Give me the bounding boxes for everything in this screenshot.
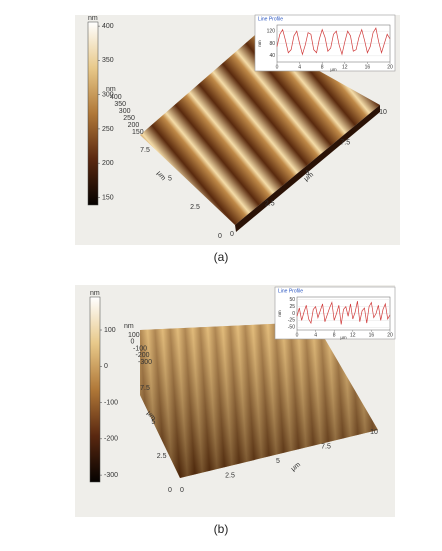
surface-z-tick-label: 400 [110, 94, 122, 101]
profile-title: Line Profile [258, 16, 283, 22]
surface-y-unit: μm [145, 410, 157, 422]
profile-x-tick-label: 12 [350, 332, 356, 338]
colorbar-tick-label: -100 [104, 399, 118, 406]
surface-y-tick-label: 2.5 [157, 453, 167, 460]
profile-y-tick-label: 40 [269, 53, 275, 59]
profile-x-unit: μm [330, 67, 337, 72]
profile-x-tick-label: 20 [387, 332, 393, 338]
surface-y-tick-label: 2.5 [190, 204, 200, 211]
surface-x-unit: μm [290, 461, 302, 473]
profile-inset [274, 286, 396, 340]
colorbar-tick-label: 0 [104, 363, 108, 370]
colorbar-b [89, 296, 101, 483]
colorbar-tick-label: -300 [104, 472, 118, 479]
profile-y-tick-label: 50 [289, 297, 295, 303]
surface-z-tick-label: 350 [114, 101, 126, 108]
surface-z-tick-label: -100 [133, 345, 147, 352]
profile-y-unit: nm [277, 310, 282, 317]
profile-title: Line Profile [278, 288, 303, 294]
profile-y-tick-label: 25 [289, 304, 295, 310]
colorbar-tick-label: -200 [104, 436, 118, 443]
surface-y-tick-label: 7.5 [140, 147, 150, 154]
surface-x-tick-label: 5 [276, 458, 280, 465]
surface-z-unit: nm [106, 86, 116, 93]
colorbar-a [87, 21, 99, 206]
surface-x-tick-label: 10 [379, 109, 387, 116]
surface-y-tick-label: 0 [168, 487, 172, 494]
surface-x-unit: μm [303, 171, 315, 183]
panel-label: (a) [214, 250, 229, 264]
colorbar-tick-label: 200 [102, 160, 114, 167]
surface-z-tick-label: 0 [131, 339, 135, 346]
surface-x-tick-label: 2.5 [225, 472, 235, 479]
colorbar-unit: nm [88, 15, 98, 22]
surface-y-tick-label: 0 [218, 233, 222, 240]
profile-x-tick-label: 16 [369, 332, 375, 338]
surface-z-tick-label: -300 [138, 359, 152, 366]
profile-x-tick-label: 8 [321, 64, 324, 70]
colorbar-tick-label: 100 [104, 327, 116, 334]
profile-line [276, 27, 391, 56]
profile-x-tick-label: 0 [296, 332, 299, 338]
panel-label: (b) [214, 522, 229, 536]
surface-y-tick-label: 5 [168, 176, 172, 183]
profile-x-unit: μm [340, 335, 347, 340]
colorbar-tick-label: 350 [102, 57, 114, 64]
profile-line [296, 301, 391, 325]
profile-inset [254, 14, 396, 72]
colorbar-tick-label: 250 [102, 126, 114, 133]
surface-x-tick-label: 7.5 [340, 139, 350, 146]
surface-z-tick-label: 300 [119, 108, 131, 115]
profile-x-tick-label: 16 [365, 64, 371, 70]
profile-y-tick-label: -25 [288, 318, 295, 324]
surface-x-tick-label: 10 [370, 429, 378, 436]
surface-b-shade [140, 322, 378, 478]
profile-y-tick-label: 120 [267, 28, 276, 34]
profile-y-tick-label: 80 [269, 41, 275, 47]
surface-z-tick-label: 250 [123, 115, 135, 122]
profile-x-tick-label: 4 [314, 332, 317, 338]
profile-x-tick-label: 8 [333, 332, 336, 338]
profile-x-tick-label: 0 [276, 64, 279, 70]
surface-x-tick-label: 0 [180, 487, 184, 494]
surface-x-tick-label: 2.5 [265, 200, 275, 207]
surface-z-tick-label: 100 [128, 332, 140, 339]
surface-y-unit: μm [155, 170, 167, 182]
surface-z-tick-label: 150 [132, 129, 144, 136]
surface-a [140, 35, 380, 225]
colorbar-unit: nm [90, 290, 100, 297]
surface-a-side [235, 105, 380, 232]
profile-y-unit: nm [257, 40, 262, 47]
surface-z-unit: nm [124, 323, 134, 330]
profile-x-tick-label: 4 [298, 64, 301, 70]
colorbar-tick-label: 300 [102, 91, 114, 98]
profile-x-tick-label: 12 [342, 64, 348, 70]
surface-z-tick-label: -200 [136, 352, 150, 359]
profile-y-tick-label: 0 [292, 311, 295, 317]
colorbar-tick-label: 150 [102, 194, 114, 201]
surface-x-tick-label: 7.5 [321, 443, 331, 450]
surface-y-tick-label: 5 [151, 419, 155, 426]
surface-y-tick-label: 7.5 [140, 385, 150, 392]
profile-y-tick-label: -50 [288, 325, 295, 331]
colorbar-tick-label: 400 [102, 23, 114, 30]
profile-x-tick-label: 20 [387, 64, 393, 70]
surface-x-tick-label: 0 [230, 231, 234, 238]
surface-x-tick-label: 5 [306, 170, 310, 177]
surface-z-tick-label: 200 [128, 122, 140, 129]
